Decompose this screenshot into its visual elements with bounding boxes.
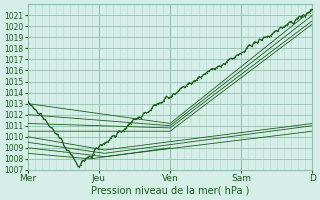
X-axis label: Pression niveau de la mer( hPa ): Pression niveau de la mer( hPa ) xyxy=(91,186,249,196)
